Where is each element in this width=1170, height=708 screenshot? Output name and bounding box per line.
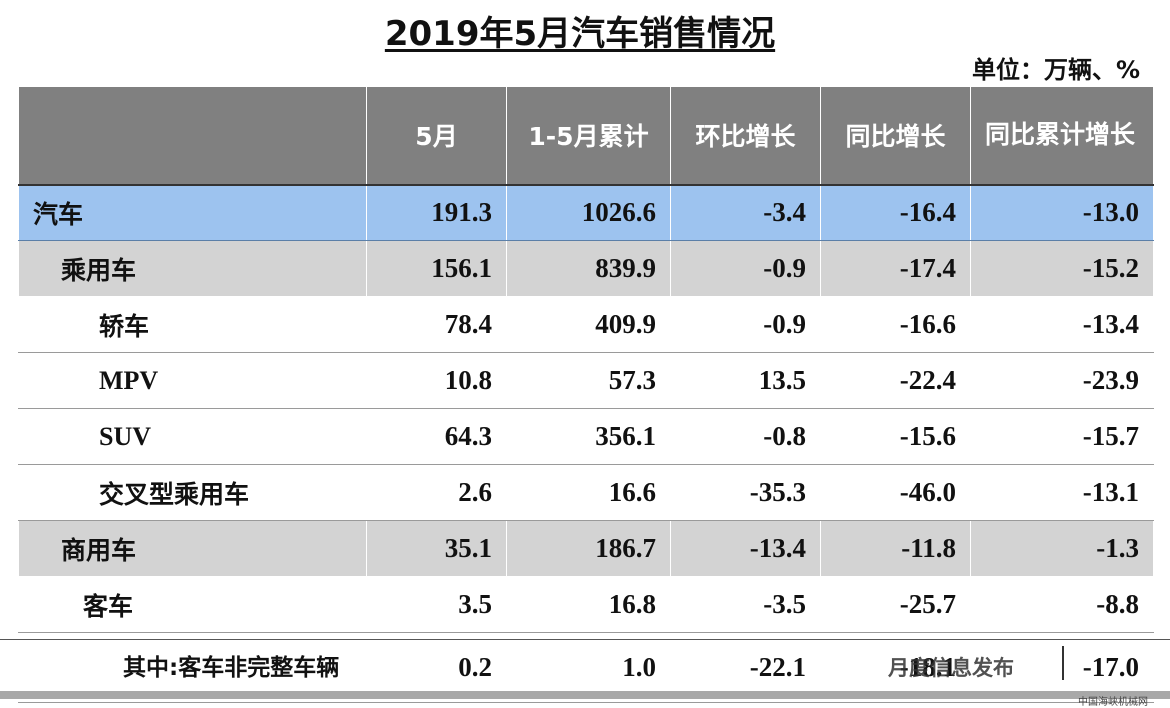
cell-yoy-cumulative: -15.7 — [970, 408, 1154, 465]
cell-month: 35.1 — [366, 520, 507, 577]
cell-cumulative: 839.9 — [506, 240, 671, 297]
cell-cumulative: 356.1 — [506, 408, 671, 465]
cell-month: 191.3 — [366, 184, 507, 241]
sales-table: 5月 1-5月累计 环比增长 同比增长 同比累计增长 汽车 191.3 1026… — [18, 86, 1154, 703]
cell-cumulative: 16.8 — [506, 576, 671, 633]
cell-mom: -3.5 — [670, 576, 821, 633]
cell-mom: -0.9 — [670, 240, 821, 297]
unit-label: 单位：万辆、% — [971, 56, 1140, 84]
cell-yoy-cumulative: -1.3 — [970, 520, 1154, 577]
row-label: 轿车 — [18, 296, 367, 353]
row-label: 客车 — [18, 576, 367, 633]
cell-yoy: -15.6 — [820, 408, 971, 465]
cell-month: 78.4 — [366, 296, 507, 353]
table-header-row: 5月 1-5月累计 环比增长 同比增长 同比累计增长 — [18, 86, 1154, 186]
cell-cumulative: 409.9 — [506, 296, 671, 353]
cell-yoy: -22.4 — [820, 352, 971, 409]
table-row: 商用车 35.1 186.7 -13.4 -11.8 -1.3 — [18, 520, 1154, 577]
header-yoy-growth: 同比增长 — [820, 86, 971, 186]
cell-yoy-cumulative: -8.8 — [970, 576, 1154, 633]
cell-mom: -3.4 — [670, 184, 821, 241]
cell-mom: -0.9 — [670, 296, 821, 353]
cell-cumulative: 186.7 — [506, 520, 671, 577]
monthly-release-label: 月度信息发布 — [888, 656, 1014, 680]
cell-yoy: -16.6 — [820, 296, 971, 353]
cell-month: 64.3 — [366, 408, 507, 465]
cell-mom: -35.3 — [670, 464, 821, 521]
row-label: MPV — [18, 352, 367, 409]
cell-cumulative: 1026.6 — [506, 184, 671, 241]
row-label: 乘用车 — [18, 240, 367, 297]
row-label: 商用车 — [18, 520, 367, 577]
watermark: 中国海峡机械网 — [1078, 697, 1148, 708]
cell-mom: -0.8 — [670, 408, 821, 465]
table-row: 乘用车 156.1 839.9 -0.9 -17.4 -15.2 — [18, 240, 1154, 297]
table-row: 客车 3.5 16.8 -3.5 -25.7 -8.8 — [18, 576, 1154, 633]
cell-yoy-cumulative: -13.4 — [970, 296, 1154, 353]
cell-yoy: -25.7 — [820, 576, 971, 633]
header-yoy-cumulative-growth: 同比累计增长 — [970, 86, 1154, 186]
table-row: SUV 64.3 356.1 -0.8 -15.6 -15.7 — [18, 408, 1154, 465]
cell-yoy: -11.8 — [820, 520, 971, 577]
cell-cumulative: 16.6 — [506, 464, 671, 521]
cell-yoy-cumulative: -15.2 — [970, 240, 1154, 297]
cell-yoy-cumulative: -13.1 — [970, 464, 1154, 521]
cell-yoy: -17.4 — [820, 240, 971, 297]
cell-yoy-cumulative: -13.0 — [970, 184, 1154, 241]
table-row: 汽车 191.3 1026.6 -3.4 -16.4 -13.0 — [18, 184, 1154, 241]
cell-month: 3.5 — [366, 576, 507, 633]
cell-month: 2.6 — [366, 464, 507, 521]
header-mom-growth: 环比增长 — [670, 86, 821, 186]
cell-yoy: -46.0 — [820, 464, 971, 521]
header-cumulative: 1-5月累计 — [506, 86, 671, 186]
cell-cumulative: 57.3 — [506, 352, 671, 409]
table-row: 交叉型乘用车 2.6 16.6 -35.3 -46.0 -13.1 — [18, 464, 1154, 521]
footer-band — [0, 691, 1170, 699]
footer-separator-bar — [1062, 646, 1064, 680]
cell-yoy: -16.4 — [820, 184, 971, 241]
row-label: 汽车 — [18, 184, 367, 241]
page-title: 2019年5月汽车销售情况 — [384, 14, 776, 54]
header-month: 5月 — [366, 86, 507, 186]
table-row: 轿车 78.4 409.9 -0.9 -16.6 -13.4 — [18, 296, 1154, 353]
cell-month: 156.1 — [366, 240, 507, 297]
cell-month: 10.8 — [366, 352, 507, 409]
table-row: MPV 10.8 57.3 13.5 -22.4 -23.9 — [18, 352, 1154, 409]
row-label: 交叉型乘用车 — [18, 464, 367, 521]
footer-divider — [0, 639, 1170, 640]
cell-mom: 13.5 — [670, 352, 821, 409]
header-category — [18, 86, 367, 186]
cell-mom: -13.4 — [670, 520, 821, 577]
row-label: SUV — [18, 408, 367, 465]
cell-yoy-cumulative: -23.9 — [970, 352, 1154, 409]
